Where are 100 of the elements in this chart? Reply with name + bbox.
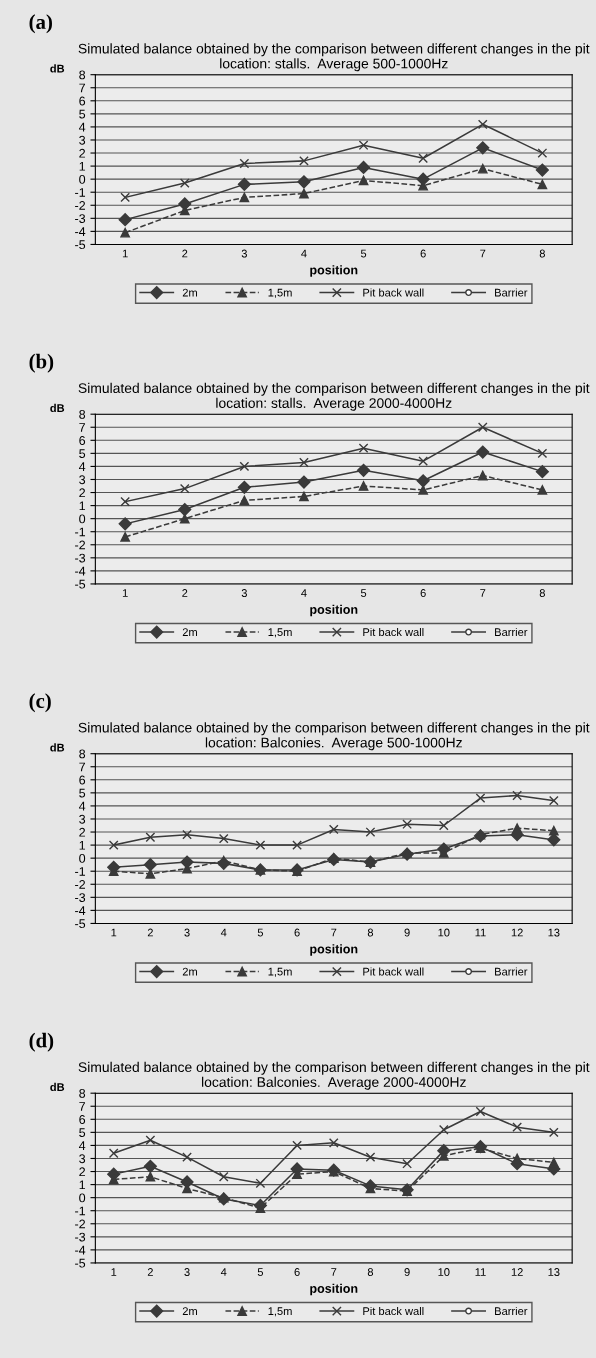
y-tick-label: 3 bbox=[79, 475, 86, 485]
y-tick-label: -3 bbox=[75, 1232, 86, 1242]
x-axis-title: position bbox=[310, 265, 358, 277]
x-tick-label: 3 bbox=[241, 589, 247, 597]
x-tick-label: 13 bbox=[548, 928, 560, 937]
legend-label: 1,5m bbox=[268, 628, 292, 638]
y-tick-label: 0 bbox=[79, 514, 86, 524]
text: (b) bbox=[29, 353, 54, 373]
chart-title: Simulated balance obtained by the comparison between different changes in the pit bbox=[78, 1061, 590, 1075]
y-tick-label: 6 bbox=[79, 1115, 86, 1124]
y-tick-label: 4 bbox=[78, 1141, 86, 1150]
y-tick-label: -3 bbox=[75, 893, 86, 902]
y-tick-label: -4 bbox=[75, 566, 86, 576]
legend-label: Barrier bbox=[495, 627, 528, 637]
y-tick-label: -5 bbox=[75, 1258, 86, 1268]
x-tick-label: 1 bbox=[122, 249, 128, 258]
legend-label: Barrier bbox=[495, 1306, 528, 1316]
chart-subtitle: location: stalls. Average 500-1000Hz bbox=[220, 58, 448, 72]
y-tick-label: 0 bbox=[79, 853, 86, 863]
x-tick-label: 13 bbox=[548, 1268, 560, 1276]
x-tick-label: 7 bbox=[480, 589, 486, 597]
y-tick-label: -4 bbox=[75, 227, 86, 236]
chart-subtitle: location: stalls. Average 2000-4000Hz bbox=[216, 397, 452, 411]
y-tick-label: 0 bbox=[79, 174, 86, 184]
x-axis-title: position bbox=[310, 944, 358, 956]
y-tick-label: -1 bbox=[75, 188, 86, 197]
x-tick-label: 1 bbox=[111, 928, 117, 937]
x-tick-label: 8 bbox=[539, 249, 545, 258]
x-tick-label: 7 bbox=[331, 1268, 337, 1276]
x-tick-label: 6 bbox=[294, 1268, 300, 1276]
x-tick-label: 5 bbox=[360, 589, 367, 597]
legend-label: 1,5m bbox=[268, 288, 292, 298]
y-tick-label: -5 bbox=[75, 240, 86, 250]
y-tick-label: 7 bbox=[79, 423, 86, 432]
y-tick-label: 7 bbox=[79, 1102, 86, 1111]
x-tick-label: 9 bbox=[404, 928, 410, 937]
legend-label: 2m bbox=[182, 628, 197, 636]
y-tick-label: -1 bbox=[75, 867, 86, 876]
y-tick-label: 2 bbox=[79, 827, 86, 837]
legend-label: Pit back wall bbox=[363, 967, 424, 976]
x-tick-label: 8 bbox=[367, 928, 374, 937]
y-tick-label: -2 bbox=[75, 201, 86, 210]
x-tick-label: 7 bbox=[480, 249, 486, 258]
x-tick-label: 1 bbox=[111, 1268, 117, 1276]
x-tick-label: 5 bbox=[257, 928, 264, 937]
legend-label: 1,5m bbox=[268, 1307, 292, 1317]
legend-label: Pit back wall bbox=[363, 1306, 424, 1316]
y-tick-label: 7 bbox=[79, 762, 86, 772]
y-tick-label: -2 bbox=[75, 880, 86, 889]
y-tick-label: -1 bbox=[75, 527, 86, 537]
x-axis-title: position bbox=[310, 604, 358, 617]
y-tick-label: -1 bbox=[75, 1206, 86, 1216]
y-tick-label: 5 bbox=[79, 449, 86, 459]
x-tick-label: 4 bbox=[220, 1268, 227, 1276]
x-tick-label: 10 bbox=[438, 1268, 450, 1276]
y-tick-label: 8 bbox=[79, 1088, 86, 1098]
y-tick-label: 6 bbox=[79, 775, 86, 785]
y-tick-label: 2 bbox=[79, 148, 86, 158]
x-tick-label: 6 bbox=[420, 589, 426, 597]
y-tick-label: 5 bbox=[79, 1128, 86, 1138]
y-tick-label: 3 bbox=[79, 135, 86, 145]
y-tick-label: 6 bbox=[79, 436, 86, 445]
x-tick-label: 10 bbox=[438, 928, 450, 937]
y-tick-label: -5 bbox=[75, 579, 86, 589]
y-tick-label: 0 bbox=[79, 1193, 86, 1203]
y-tick-label: 1 bbox=[79, 1180, 86, 1190]
x-tick-label: 8 bbox=[539, 589, 545, 597]
legend-label: 2m bbox=[182, 967, 197, 976]
y-axis-title: dB bbox=[50, 64, 65, 73]
x-tick-label: 2 bbox=[147, 1268, 153, 1276]
text: (a) bbox=[29, 14, 52, 34]
y-tick-label: 8 bbox=[79, 70, 86, 80]
x-tick-label: 3 bbox=[184, 1268, 190, 1276]
y-axis-title: dB bbox=[50, 1082, 65, 1091]
y-tick-label: 5 bbox=[79, 788, 86, 798]
y-tick-label: -5 bbox=[75, 919, 86, 929]
y-tick-label: 1 bbox=[79, 841, 86, 850]
y-tick-label: -4 bbox=[75, 1245, 86, 1255]
text: (d) bbox=[29, 1032, 54, 1052]
y-tick-label: 1 bbox=[79, 501, 86, 511]
x-tick-label: 4 bbox=[301, 589, 307, 597]
chart-title: Simulated balance obtained by the comparison between different changes in the pit bbox=[78, 382, 590, 396]
x-tick-label: 5 bbox=[360, 249, 367, 258]
x-tick-label: 7 bbox=[331, 928, 337, 937]
y-tick-label: 2 bbox=[79, 488, 86, 498]
y-tick-label: -3 bbox=[75, 214, 86, 223]
legend-label: 2m bbox=[182, 288, 197, 297]
x-tick-label: 4 bbox=[301, 249, 307, 258]
x-tick-label: 1 bbox=[122, 589, 128, 597]
x-tick-label: 4 bbox=[220, 928, 227, 937]
x-tick-label: 3 bbox=[184, 928, 190, 937]
legend-label: Barrier bbox=[495, 288, 528, 297]
y-tick-label: 5 bbox=[79, 109, 86, 119]
y-tick-label: 1 bbox=[79, 162, 86, 171]
x-tick-label: 9 bbox=[404, 1268, 410, 1276]
y-tick-label: -3 bbox=[75, 553, 86, 563]
x-tick-label: 3 bbox=[241, 249, 247, 258]
chart-title: Simulated balance obtained by the comparison between different changes in the pit bbox=[78, 722, 590, 736]
y-tick-label: 8 bbox=[79, 409, 86, 419]
legend-label: Pit back wall bbox=[363, 627, 424, 637]
